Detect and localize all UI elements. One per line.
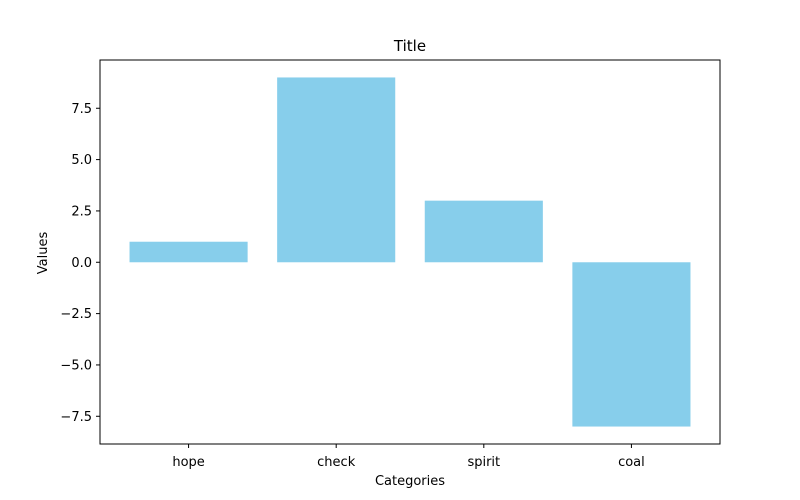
x-axis-label: Categories	[375, 474, 445, 489]
x-tick-label: hope	[172, 455, 204, 470]
y-tick-label: −5.0	[60, 358, 92, 373]
y-tick-label: 5.0	[71, 153, 92, 168]
plot-frame	[99, 59, 721, 445]
y-axis-label: Values	[36, 232, 51, 275]
bars-layer	[129, 77, 691, 427]
x-tick-label: spirit	[467, 455, 500, 470]
y-tick-label: 0.0	[71, 256, 92, 271]
bar-coal	[572, 262, 691, 427]
y-tick-label: 2.5	[71, 204, 92, 219]
chart-title: Title	[393, 37, 426, 55]
x-axis-ticks: hope check spirit coal	[172, 444, 645, 470]
y-axis-ticks: −7.5 −5.0 −2.5 0.0 2.5 5.0 7.5	[60, 102, 100, 425]
y-tick-label: −7.5	[60, 410, 92, 425]
x-tick-label: coal	[618, 455, 645, 470]
y-tick-label: 7.5	[71, 102, 92, 117]
bar-spirit	[424, 200, 543, 263]
bar-hope	[129, 241, 248, 263]
x-tick-label: check	[317, 455, 356, 470]
bar-check	[277, 77, 396, 263]
y-tick-label: −2.5	[60, 307, 92, 322]
